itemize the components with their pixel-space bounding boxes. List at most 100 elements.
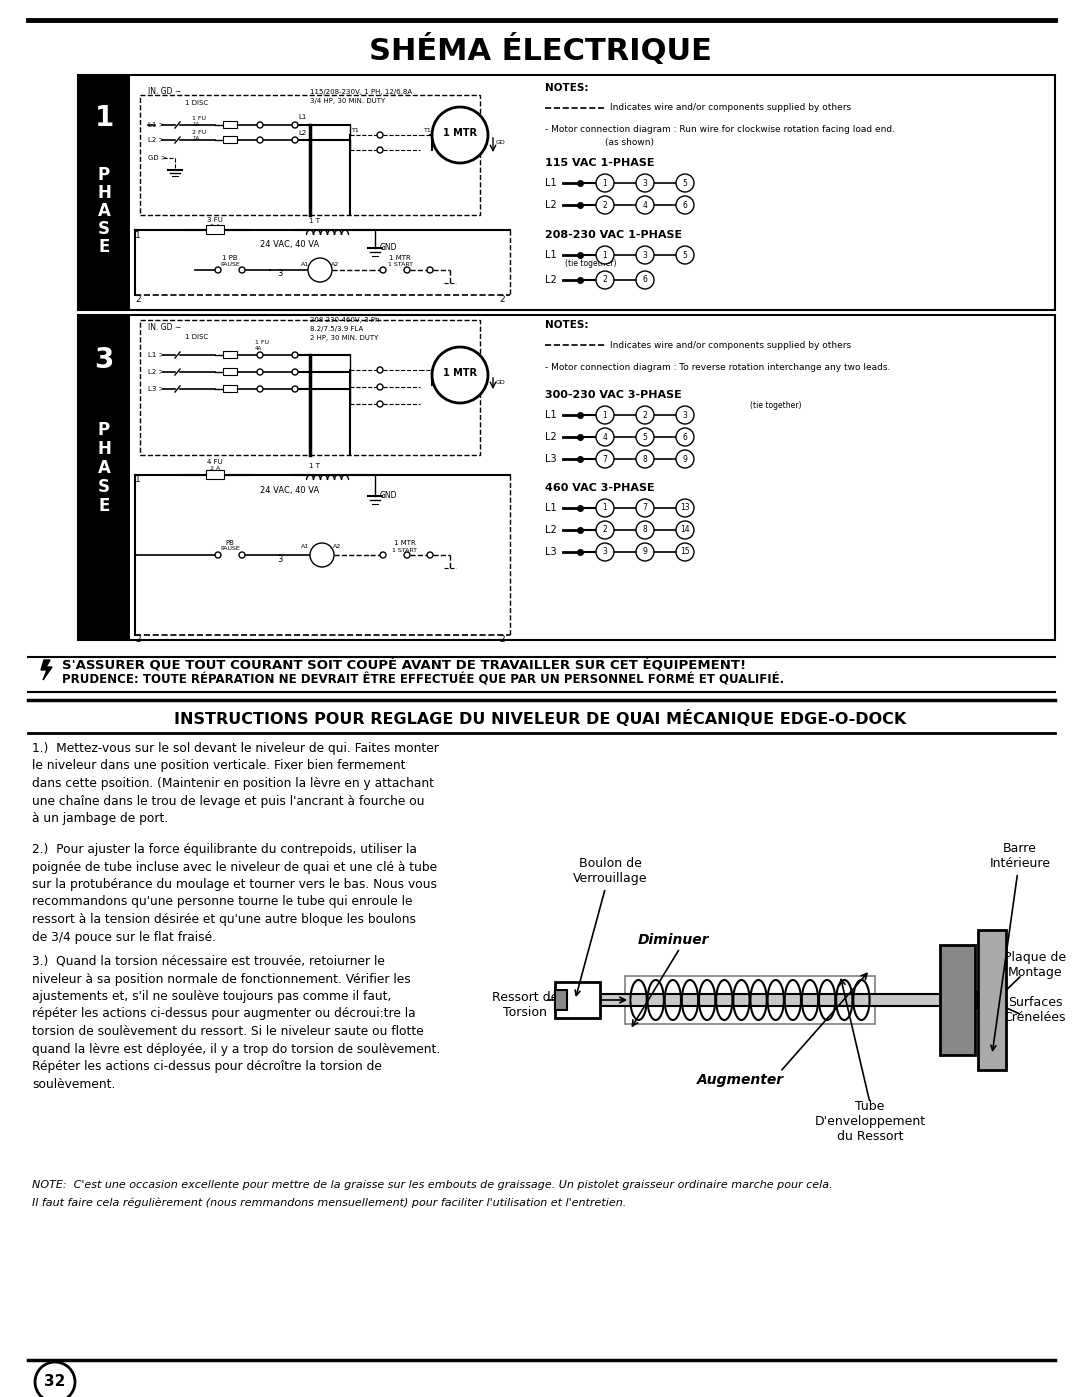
Text: 4: 4 [643, 201, 647, 210]
Bar [555, 982, 600, 1018]
Bar [222, 351, 237, 358]
Text: H: H [97, 440, 111, 458]
Circle shape [257, 352, 264, 358]
Text: NOTE:  C'est une occasion excellente pour mettre de la graisse sur les embouts d: NOTE: C'est une occasion excellente pour… [32, 1180, 833, 1190]
Circle shape [377, 367, 383, 373]
Text: 6: 6 [683, 201, 688, 210]
Text: Boulon de
Verrouillage: Boulon de Verrouillage [572, 856, 647, 996]
Text: 1 DISC: 1 DISC [185, 101, 208, 106]
Text: IN. GD ∼: IN. GD ∼ [148, 88, 181, 96]
Text: L2: L2 [545, 525, 557, 535]
Text: 4A: 4A [255, 346, 262, 352]
Text: Surfaces
Crénelées: Surfaces Crénelées [1003, 996, 1066, 1024]
Circle shape [636, 499, 654, 517]
Text: 2 FU: 2 FU [192, 130, 206, 136]
Circle shape [377, 401, 383, 407]
Circle shape [292, 369, 298, 374]
Text: 300-230 VAC 3-PHASE: 300-230 VAC 3-PHASE [545, 390, 681, 400]
Text: 13: 13 [680, 503, 690, 513]
Circle shape [636, 196, 654, 214]
Text: 8: 8 [643, 525, 647, 535]
Text: L3: L3 [545, 548, 556, 557]
Text: 3: 3 [643, 179, 647, 187]
Bar [978, 930, 1005, 1070]
Bar [625, 977, 875, 1024]
Circle shape [596, 196, 615, 214]
Text: (as shown): (as shown) [605, 138, 654, 148]
Text: L3: L3 [545, 454, 556, 464]
Circle shape [596, 521, 615, 539]
Circle shape [596, 499, 615, 517]
Text: PAUSE: PAUSE [220, 546, 240, 552]
Bar [561, 995, 990, 1006]
Text: 2: 2 [603, 275, 607, 285]
Text: L1: L1 [298, 115, 307, 120]
Text: L1 >: L1 > [148, 352, 164, 358]
Text: INSTRUCTIONS POUR REGLAGE DU NIVELEUR DE QUAI MÉCANIQUE EDGE-O-DOCK: INSTRUCTIONS POUR REGLAGE DU NIVELEUR DE… [174, 710, 906, 726]
Text: 1 FU: 1 FU [255, 341, 269, 345]
Circle shape [596, 271, 615, 289]
Bar [206, 225, 224, 235]
Text: 3 FU: 3 FU [207, 217, 222, 224]
Circle shape [292, 122, 298, 129]
Circle shape [257, 122, 264, 129]
Text: 4 FU: 4 FU [207, 460, 222, 465]
Circle shape [377, 131, 383, 138]
Circle shape [239, 552, 245, 557]
Text: 1 START: 1 START [392, 548, 418, 552]
Text: 460 VAC 3-PHASE: 460 VAC 3-PHASE [545, 483, 654, 493]
Text: 1: 1 [94, 103, 113, 131]
Circle shape [215, 267, 221, 272]
Text: 208-230 VAC 1-PHASE: 208-230 VAC 1-PHASE [545, 231, 683, 240]
Circle shape [380, 552, 386, 557]
Text: 1 MTR: 1 MTR [443, 367, 477, 379]
Text: 8.2/7.5/3.9 FLA: 8.2/7.5/3.9 FLA [310, 326, 363, 332]
Text: 7: 7 [603, 454, 607, 464]
Text: SHÉMA ÉLECTRIQUE: SHÉMA ÉLECTRIQUE [368, 34, 712, 66]
Circle shape [257, 137, 264, 142]
Circle shape [292, 352, 298, 358]
Text: L2: L2 [545, 200, 557, 210]
Text: 1: 1 [603, 411, 607, 419]
Text: 2: 2 [135, 296, 140, 305]
Text: 2: 2 [135, 636, 140, 644]
Circle shape [239, 267, 245, 272]
Text: 2 HP, 30 MIN. DUTY: 2 HP, 30 MIN. DUTY [310, 335, 378, 341]
Text: 3: 3 [94, 346, 113, 374]
Text: Plaque de
Montage: Plaque de Montage [1004, 951, 1066, 979]
Bar [140, 320, 480, 455]
Text: 1: 1 [603, 503, 607, 513]
Text: P: P [98, 420, 110, 439]
Text: L2 >: L2 > [148, 369, 164, 374]
Text: 3: 3 [278, 555, 283, 563]
Circle shape [636, 246, 654, 264]
Text: L2: L2 [298, 130, 307, 136]
Circle shape [35, 1362, 75, 1397]
Text: 3: 3 [278, 270, 283, 278]
Text: Indicates wire and/or components supplied by others: Indicates wire and/or components supplie… [610, 341, 851, 349]
Bar [975, 992, 978, 1009]
Bar [78, 314, 1055, 640]
Bar [222, 367, 237, 374]
Text: T1: T1 [352, 127, 360, 133]
Text: 1 PB: 1 PB [222, 256, 238, 261]
Text: 1A: 1A [192, 137, 199, 141]
Text: 115 VAC 1-PHASE: 115 VAC 1-PHASE [545, 158, 654, 168]
Text: S'ASSURER QUE TOUT COURANT SOIT COUPÉ AVANT DE TRAVAILLER SUR CET ÉQUIPEMENT!: S'ASSURER QUE TOUT COURANT SOIT COUPÉ AV… [62, 659, 746, 672]
Circle shape [292, 386, 298, 393]
Text: 1 MTR: 1 MTR [389, 256, 410, 261]
Text: T1: T1 [424, 127, 432, 133]
Text: 1: 1 [135, 231, 140, 239]
Circle shape [636, 543, 654, 562]
Text: L1: L1 [545, 250, 556, 260]
Text: GD: GD [496, 141, 505, 145]
Bar [78, 75, 130, 310]
Circle shape [676, 450, 694, 468]
Text: A1: A1 [301, 543, 309, 549]
Circle shape [636, 175, 654, 191]
Text: L1: L1 [545, 177, 556, 189]
Text: Diminuer: Diminuer [638, 933, 710, 947]
Circle shape [427, 552, 433, 557]
Bar [222, 386, 237, 393]
Text: 2: 2 [499, 296, 505, 305]
